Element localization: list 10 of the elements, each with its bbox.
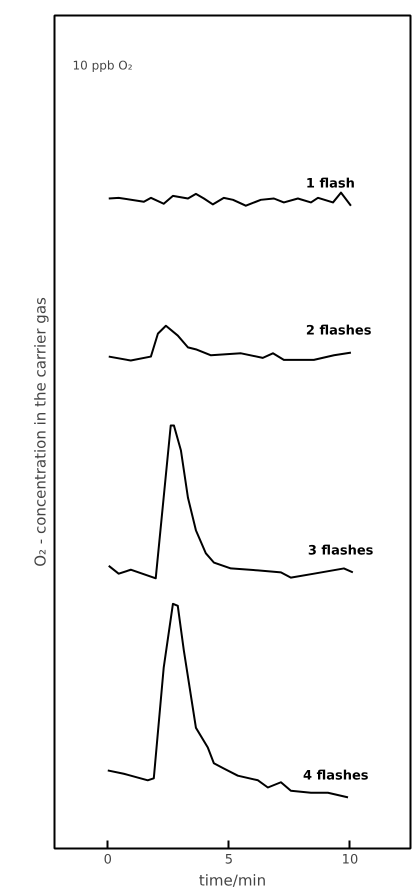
y-axis-title: O₂ - concentration in the carrier gas (32, 297, 50, 567)
x-axis-title: time/min (198, 872, 266, 890)
series-label: 1 flash (306, 176, 355, 192)
x-tick-label: 5 (224, 852, 234, 868)
text: 10 ppb O₂ (72, 58, 133, 72)
series-label: 2 flashes (306, 324, 372, 339)
x-tick-label: 0 (104, 852, 112, 868)
series-label: 3 flashes (308, 543, 374, 558)
series-label: 4 flashes (303, 768, 369, 784)
x-tick-label: 10 (342, 852, 358, 868)
